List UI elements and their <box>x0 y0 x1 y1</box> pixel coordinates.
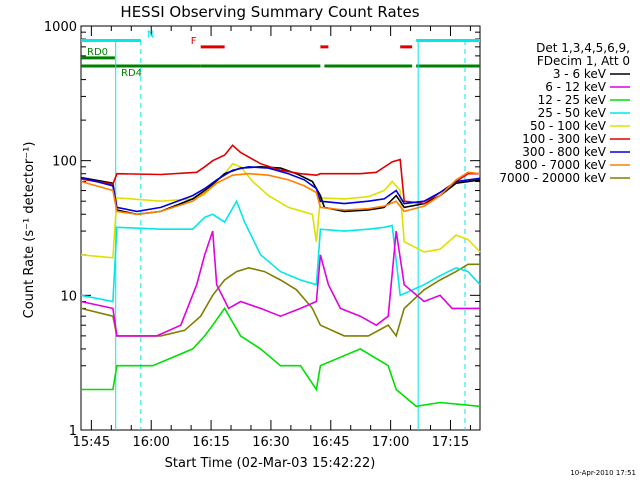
x-tick-label: 17:00 <box>372 435 409 450</box>
chart-title: HESSI Observing Summary Count Rates <box>120 3 419 21</box>
x-tick-label: 16:45 <box>312 435 349 450</box>
timestamp: 10-Apr-2010 17:51 <box>570 469 636 477</box>
legend: Det 1,3,4,5,6,9,FDecim 1, Att 03 - 6 keV… <box>499 41 630 185</box>
series-line <box>80 171 481 216</box>
legend-entry-label: 3 - 6 keV <box>553 67 607 81</box>
data-series <box>80 144 481 408</box>
flag-label: N <box>147 30 154 41</box>
x-tick-label: 16:15 <box>192 435 229 450</box>
x-tick-label: 16:00 <box>132 435 169 450</box>
legend-header: FDecim 1, Att 0 <box>537 54 630 68</box>
series-line <box>81 306 481 408</box>
series-line <box>80 165 481 213</box>
series-line <box>80 144 480 205</box>
legend-entry-label: 25 - 50 keV <box>538 106 607 120</box>
y-axis-label: Count Rate (s⁻¹ detector⁻¹) <box>22 142 37 319</box>
x-axis-label: Start Time (02-Mar-03 15:42:22) <box>165 456 376 471</box>
series-line <box>80 199 481 303</box>
y-tick-label: 1 <box>69 424 77 439</box>
flag-label: RD4 <box>121 68 142 79</box>
legend-entry-label: 12 - 25 keV <box>538 93 607 107</box>
legend-entry-label: 6 - 12 keV <box>545 80 607 94</box>
legend-header: Det 1,3,4,5,6,9, <box>536 41 630 55</box>
plot-frame <box>80 25 481 431</box>
y-ticks: 1 10 100 1000 <box>44 20 480 439</box>
y-tick-label: 100 <box>52 155 77 170</box>
legend-entry-label: 800 - 7000 keV <box>515 158 607 172</box>
series-line <box>80 230 480 337</box>
series-line <box>80 263 480 338</box>
legend-entry-label: 100 - 300 keV <box>522 132 606 146</box>
vertical-markers <box>115 40 466 430</box>
x-tick-label: 16:30 <box>252 435 289 450</box>
legend-entry-label: 7000 - 20000 keV <box>499 171 606 185</box>
flag-annotations: N F RD0 RD4 <box>81 30 480 79</box>
legend-entry-label: 50 - 100 keV <box>530 119 607 133</box>
y-tick-label: 10 <box>60 289 77 304</box>
flag-label: RD0 <box>87 47 108 58</box>
y-tick-label: 1000 <box>44 20 77 35</box>
x-ticks: 15:45 16:00 16:15 16:30 16:45 17:00 17:15 <box>73 26 471 450</box>
legend-entry-label: 300 - 800 keV <box>522 145 606 159</box>
x-tick-label: 17:15 <box>432 435 469 450</box>
x-tick-label: 15:45 <box>73 435 110 450</box>
flag-label: F <box>191 36 197 47</box>
